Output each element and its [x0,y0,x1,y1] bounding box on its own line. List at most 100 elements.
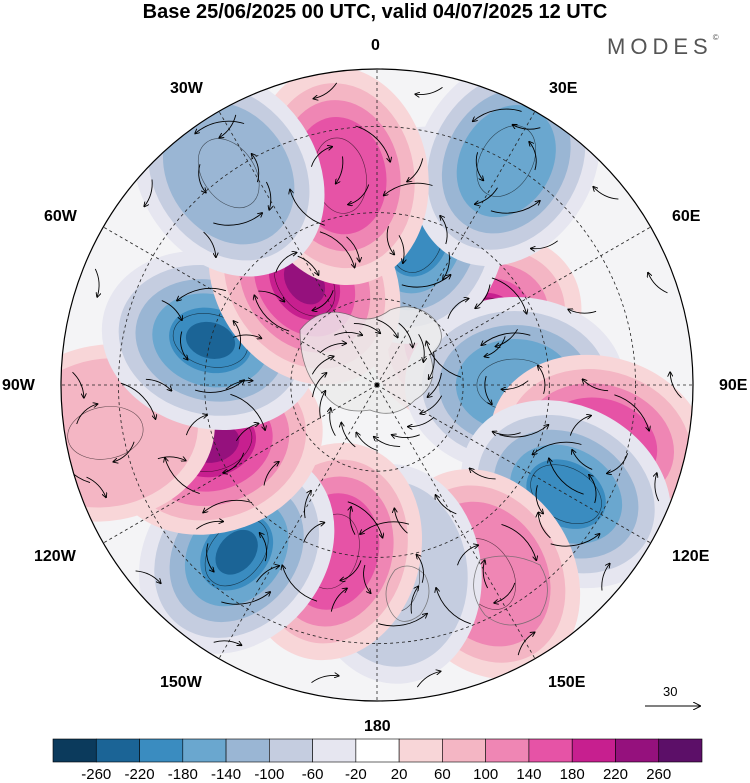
streamline-arrow [614,394,649,431]
streamline-arrow [314,82,338,99]
streamline-arrow [589,475,597,504]
streamline-arrow [426,342,462,378]
streamline-arrow [483,560,488,589]
streamline-arrow [499,425,549,438]
colorbar-swatch [571,738,616,763]
streamline-arrow [398,235,404,263]
streamline-arrow [428,372,442,397]
colorbar-tick-label: -260 [81,766,112,783]
streamline-arrow [513,125,541,130]
streamline-arrow [145,378,172,390]
streamline-arrow [225,381,253,390]
streamline-arrow [473,108,522,121]
contour-line [172,313,249,368]
streamline-arrow [275,253,297,273]
streamline-arrow [313,290,334,310]
streamline-arrow [213,213,262,226]
streamline-arrow [475,284,491,309]
streamline-arrow [416,671,440,688]
streamline-arrow [319,391,326,419]
streamline-arrow [655,473,660,502]
streamline-arrow [213,640,242,645]
streamline-arrow [607,453,629,473]
streamline-arrow [157,457,186,461]
lon-label-90w: 90W [2,377,35,394]
streamline-arrow [350,507,356,535]
streamline-arrow [347,501,383,538]
streamline-arrow [334,332,362,335]
streamline-arrow [165,458,200,495]
meridian-line [103,384,378,544]
north-pole-marker [375,383,379,387]
streamline-arrow [254,295,290,332]
streamline-arrow [490,201,540,214]
copyright-mark: © [712,32,719,42]
streamline-arrow [346,236,360,262]
streamline-arrow [135,570,161,583]
streamline-arrow [529,142,537,171]
streamline-arrow [161,300,182,321]
streamline-arrow [378,614,427,627]
colorbar-tick-label: -60 [301,766,324,783]
streamline-arrow [386,226,394,254]
streamline-arrow [195,120,245,133]
streamline-arrow [236,424,258,442]
streamline-arrow [535,485,543,513]
colorbar-tick-label: 20 [390,766,408,783]
streamline-arrow [531,240,558,249]
streamline-arrow [303,523,325,543]
streamline-arrow [180,331,187,360]
streamline-arrow [336,156,344,183]
colorbar-swatch [139,738,184,763]
colorbar-swatch [485,738,530,763]
colorbar-tick-label: -220 [124,766,155,783]
streamline-arrow [417,555,424,583]
colorbar-swatch [95,738,140,763]
modes-brand-logo: MODES© [607,32,719,60]
colorbar-tick-label: -180 [167,766,198,783]
colorbar [52,738,703,763]
colorbar-tick-label: -140 [211,766,242,783]
contour-line [204,518,269,587]
streamline-arrow [198,164,206,192]
streamline-arrow [311,356,333,375]
map-boundary [60,68,694,702]
streamline-arrow [221,592,270,605]
meridian-line [218,384,378,659]
streamline-arrow [72,371,84,398]
anomaly-contour-band [163,102,295,245]
streamline-arrow [355,125,391,162]
meridian-line [218,111,378,386]
streamline-arrow [144,179,153,207]
streamline-arrow [94,268,99,297]
streamline-arrow [185,415,207,436]
streamline-arrow [475,187,498,205]
streamline-arrow [481,332,531,345]
streamline-arrow [330,408,336,436]
streamline-arrow [177,287,227,300]
streamline-arrow [196,521,223,530]
streamline-arrow [436,588,471,625]
streamline-arrow [319,343,346,354]
lon-label-30e: 30E [549,80,578,97]
lon-label-150w: 150W [160,674,202,691]
latitude-circle [204,212,550,558]
streamline-arrow [258,290,284,302]
colorbar-swatch [225,738,270,763]
streamline-arrow [223,452,245,473]
streamline-arrow [113,441,135,462]
streamline-arrow [203,231,216,257]
colorbar-swatch [355,738,400,763]
streamline-arrow [569,416,591,436]
streamline-arrow [363,564,371,593]
streamline-arrow [260,533,268,562]
streamline-arrow [447,299,469,319]
streamline-arrow [348,184,370,205]
streamline-arrow [436,495,457,515]
streamline-arrow [234,321,241,350]
streamline-arrow [297,255,319,275]
streamline-arrow [670,372,682,399]
streamline-arrow [392,435,420,438]
streamline-arrow [233,335,261,338]
colorbar-tick-label: -100 [254,766,285,783]
